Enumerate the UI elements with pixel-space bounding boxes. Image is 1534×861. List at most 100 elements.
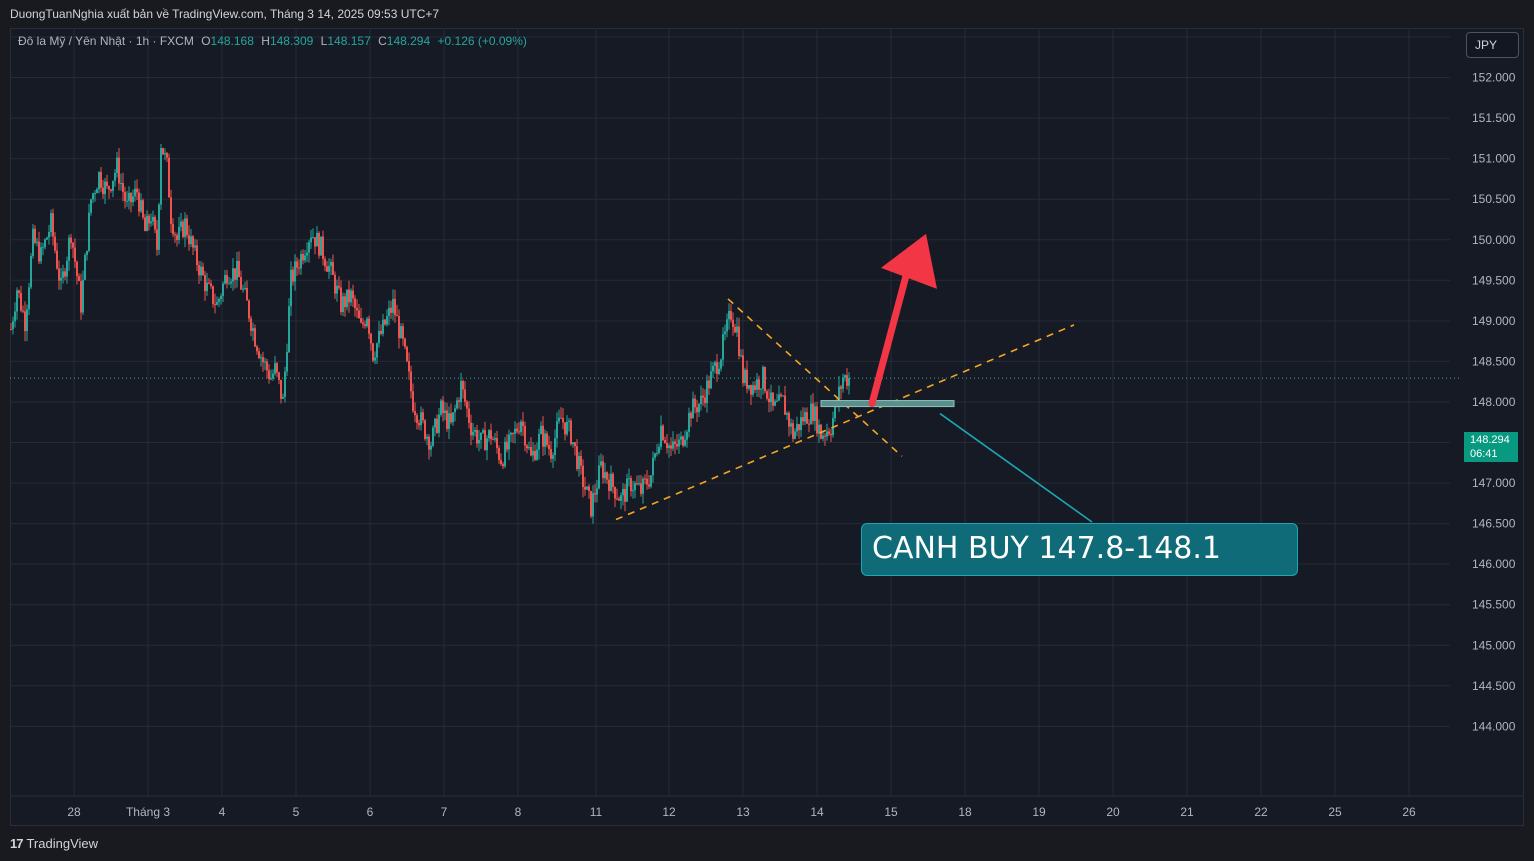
candle-body (420, 412, 422, 426)
candle-body (166, 153, 168, 158)
high-value: 148.309 (269, 34, 314, 48)
candle-body (370, 333, 372, 344)
price-tick-label: 148.000 (1472, 395, 1516, 409)
candle-body (106, 181, 108, 187)
price-chart[interactable]: 152.500152.000151.500151.000150.500150.0… (10, 28, 1524, 826)
price-tick-label: 146.500 (1472, 517, 1516, 531)
candle-body (792, 423, 794, 439)
candle-body (276, 363, 278, 373)
candle-body (814, 406, 816, 421)
candle-body (404, 338, 406, 348)
symbol-name[interactable]: Đô la Mỹ / Yên Nhật · 1h · FXCM (18, 34, 194, 48)
candle-body (376, 343, 378, 358)
candle-body (726, 319, 728, 332)
candle-body (780, 394, 782, 396)
support-trendline (615, 324, 1075, 521)
time-tick-label: Tháng 3 (126, 805, 170, 819)
candle-body (446, 410, 448, 429)
candle-body (150, 221, 152, 224)
candle-body (250, 318, 252, 331)
candle-body (768, 398, 770, 403)
candle-body (634, 483, 636, 491)
candle-body (488, 430, 490, 439)
candle-body (608, 479, 610, 491)
candle-body (268, 370, 270, 380)
candle-body (720, 359, 722, 369)
candle-body (260, 357, 262, 359)
candle-body (52, 213, 54, 237)
candle-body (118, 157, 120, 184)
candle-body (110, 189, 112, 191)
candle-body (632, 490, 634, 492)
candle-body (764, 366, 766, 392)
candle-body (718, 368, 720, 375)
candle-body (648, 484, 650, 487)
candle-body (114, 172, 116, 181)
candle-body (204, 275, 206, 292)
candle-body (318, 232, 320, 256)
candle-body (194, 245, 196, 248)
candle-body (610, 473, 612, 491)
candle-body (604, 472, 606, 479)
candle-body (468, 408, 470, 423)
candle-body (522, 421, 524, 426)
candle-body (818, 424, 820, 434)
candle-body (712, 365, 714, 372)
footer-brand[interactable]: 17 TradingView (10, 834, 98, 854)
last-price-tag: 148.294 06:41 (1464, 432, 1518, 462)
candle-body (448, 413, 450, 429)
candle-body (128, 192, 130, 201)
candle-body (12, 321, 14, 330)
candle-body (384, 319, 386, 325)
candle-body (698, 403, 700, 413)
candle-body (408, 361, 410, 372)
candle-body (310, 237, 312, 243)
candle-body (298, 267, 300, 269)
currency-button[interactable]: JPY (1466, 32, 1519, 58)
candle-body (266, 361, 268, 371)
candle-body (840, 386, 842, 389)
candle-body (746, 369, 748, 389)
candle-body (94, 193, 96, 195)
candle-body (34, 228, 36, 243)
candle-body (16, 290, 18, 312)
candle-body (848, 378, 850, 386)
candle-body (692, 398, 694, 419)
candle-body (232, 268, 234, 282)
candle-body (616, 498, 618, 500)
candle-body (784, 395, 786, 415)
candle-body (46, 237, 48, 240)
candle-body (752, 385, 754, 395)
candle-body (816, 406, 818, 434)
candle-body (464, 389, 466, 402)
candle-body (786, 413, 788, 415)
candle-body (416, 415, 418, 423)
candle-body (248, 300, 250, 319)
candle-body (296, 261, 298, 268)
price-tick-label: 146.000 (1472, 557, 1516, 571)
candle-body (246, 287, 248, 301)
top-bar: DuongTuanNghia xuất bản về TradingView.c… (0, 0, 1534, 28)
candle-body (388, 307, 390, 317)
candle-body (170, 197, 172, 224)
candles (10, 143, 850, 524)
candle-body (356, 308, 358, 311)
price-tick-label: 144.500 (1472, 679, 1516, 693)
candle-body (72, 242, 74, 248)
candle-body (256, 346, 258, 352)
candle-body (760, 388, 762, 390)
candle-body (620, 495, 622, 501)
candle-body (782, 395, 784, 397)
candle-body (830, 434, 832, 436)
candle-body (300, 253, 302, 269)
candle-body (656, 453, 658, 455)
candle-body (660, 425, 662, 447)
high-label: H (261, 34, 270, 48)
candle-body (362, 322, 364, 325)
buy-annotation-box[interactable]: CANH BUY 147.8-148.1 (861, 523, 1298, 576)
candle-body (638, 483, 640, 485)
candle-body (278, 372, 280, 380)
candle-body (724, 331, 726, 335)
candle-body (282, 396, 284, 399)
candle-body (548, 445, 550, 450)
